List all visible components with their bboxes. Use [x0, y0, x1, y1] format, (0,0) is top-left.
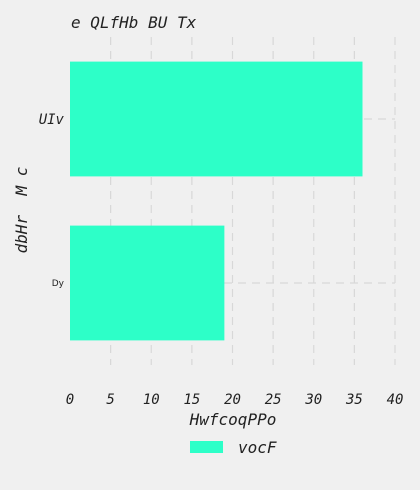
x-tick-label: 25 [265, 392, 282, 408]
y-axis-label: dbHr M c [12, 167, 31, 254]
bars [70, 61, 363, 341]
y-tick-label: Dy [52, 279, 65, 289]
x-tick-label: 20 [224, 392, 241, 408]
y-tick-labels: UIv Dy [39, 112, 65, 289]
bar-UIv [70, 61, 363, 177]
legend-swatch [190, 441, 223, 453]
bar-Dy [70, 225, 225, 341]
chart-title: e QLfHb BU Tx [71, 13, 197, 32]
x-tick-label: 10 [143, 392, 160, 408]
x-tick-label: 30 [304, 392, 322, 408]
legend-label: vocF [238, 438, 277, 457]
x-tick-label: 0 [66, 392, 74, 408]
x-tick-label: 40 [387, 392, 404, 408]
x-tick-label: 5 [106, 392, 114, 408]
x-tick-labels: 0 5 10 15 20 25 30 35 40 [66, 392, 404, 408]
x-tick-label: 35 [345, 392, 363, 408]
x-axis-label: HwfcoqPPo [189, 410, 277, 429]
x-tick-label: 15 [183, 392, 200, 408]
legend: vocF [190, 438, 277, 457]
y-tick-label: UIv [39, 112, 65, 128]
